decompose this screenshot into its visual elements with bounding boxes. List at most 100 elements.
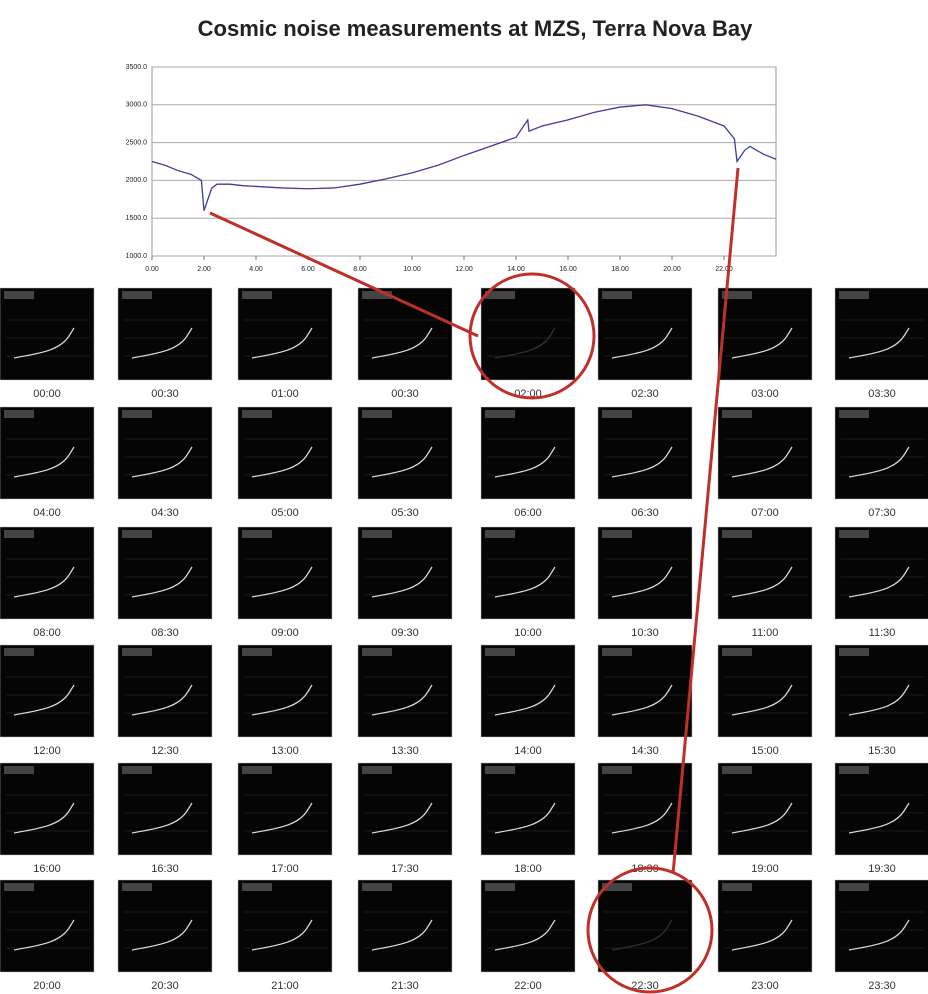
connector xyxy=(671,167,740,875)
thumbnail-label: 18:00 xyxy=(514,863,542,875)
thumbnail xyxy=(117,644,213,738)
thumbnail-label: 19:00 xyxy=(751,863,779,875)
thumbnail xyxy=(0,406,95,500)
thumbnail-label: 07:00 xyxy=(751,507,779,519)
thumbnail-curve xyxy=(13,446,75,478)
callouts xyxy=(209,167,740,994)
thumbnail-curve xyxy=(848,566,910,598)
thumbnail-label: 20:00 xyxy=(33,980,61,992)
thumbnail-legend xyxy=(242,291,272,299)
thumbnail-curve xyxy=(494,566,556,598)
thumbnail-curve xyxy=(611,802,673,834)
x-tick-label: 0.00 xyxy=(145,266,159,273)
thumbnail-label: 06:00 xyxy=(514,507,542,519)
x-tick-label: 8.00 xyxy=(353,266,367,273)
x-tick-label: 22.00 xyxy=(715,266,733,273)
thumbnail-grid: 00:00 00:30 01:00 00:30 02:00 02:30 03:00 03:30… xyxy=(0,287,928,992)
thumbnail-label: 08:00 xyxy=(33,627,61,639)
thumbnail xyxy=(717,762,813,856)
x-tick-label: 6.00 xyxy=(301,266,315,273)
thumbnail-curve xyxy=(494,684,556,716)
thumbnail-legend xyxy=(122,883,152,891)
thumbnail-curve xyxy=(731,446,793,478)
thumbnail xyxy=(597,287,693,381)
y-tick-label: 2000.0 xyxy=(126,177,148,184)
thumbnail-legend xyxy=(485,766,515,774)
thumbnail-curve xyxy=(251,919,313,951)
thumbnail-label: 10:00 xyxy=(514,627,542,639)
x-tick-label: 20.00 xyxy=(663,266,681,273)
thumbnail-curve xyxy=(611,919,673,951)
y-tick-label: 3000.0 xyxy=(126,102,148,109)
thumbnail-label: 09:30 xyxy=(391,627,419,639)
thumbnail-label: 07:30 xyxy=(868,507,896,519)
thumbnail-label: 04:00 xyxy=(33,507,61,519)
thumbnail xyxy=(597,879,693,973)
highlight-circle xyxy=(468,272,596,400)
x-tick-label: 10.00 xyxy=(403,266,421,273)
thumbnail xyxy=(357,762,453,856)
thumbnail-curve xyxy=(131,566,193,598)
thumbnail-label: 01:00 xyxy=(271,388,299,400)
data-line xyxy=(151,104,777,211)
thumbnail xyxy=(357,879,453,973)
thumbnail-curve xyxy=(251,684,313,716)
thumbnail xyxy=(357,526,453,620)
thumbnail xyxy=(237,406,333,500)
thumbnail xyxy=(717,287,813,381)
y-tick-label: 3500.0 xyxy=(126,64,148,71)
thumbnail xyxy=(117,526,213,620)
thumbnail-legend xyxy=(4,291,34,299)
thumbnail xyxy=(834,406,928,500)
x-tick-label: 18.00 xyxy=(611,266,629,273)
thumbnail-legend xyxy=(722,530,752,538)
thumbnail-label: 00:00 xyxy=(33,388,61,400)
thumbnail xyxy=(834,879,928,973)
thumbnail-curve xyxy=(251,566,313,598)
thumbnail-legend xyxy=(4,530,34,538)
thumbnail-legend xyxy=(122,291,152,299)
thumbnail xyxy=(480,287,576,381)
thumbnail-legend xyxy=(362,648,392,656)
thumbnail-curve xyxy=(611,566,673,598)
thumbnail-label: 08:30 xyxy=(151,627,179,639)
thumbnail-curve xyxy=(13,919,75,951)
thumbnail xyxy=(717,526,813,620)
thumbnail-curve xyxy=(13,327,75,359)
thumbnail-legend xyxy=(242,766,272,774)
thumbnail-legend xyxy=(122,766,152,774)
thumbnail-curve xyxy=(13,802,75,834)
chart-title: Cosmic noise measurements at MZS, Terra … xyxy=(198,16,753,41)
thumbnail-legend xyxy=(362,410,392,418)
thumbnail-curve xyxy=(131,446,193,478)
thumbnail-label: 14:00 xyxy=(514,745,542,757)
thumbnail-legend xyxy=(4,883,34,891)
thumbnail-curve xyxy=(731,919,793,951)
thumbnail-legend xyxy=(242,410,272,418)
x-tick-label: 2.00 xyxy=(197,266,211,273)
thumbnail-legend xyxy=(4,766,34,774)
thumbnail xyxy=(597,526,693,620)
thumbnail xyxy=(117,762,213,856)
thumbnail-legend xyxy=(122,530,152,538)
thumbnail-legend xyxy=(4,648,34,656)
thumbnail-curve xyxy=(494,802,556,834)
thumbnail-curve xyxy=(371,446,433,478)
thumbnail-curve xyxy=(731,684,793,716)
thumbnail-legend xyxy=(602,766,632,774)
thumbnail xyxy=(480,762,576,856)
thumbnail-curve xyxy=(848,802,910,834)
thumbnail-label: 14:30 xyxy=(631,745,659,757)
thumbnail-label: 17:30 xyxy=(391,863,419,875)
thumbnail-label: 15:30 xyxy=(868,745,896,757)
thumbnail-curve xyxy=(371,802,433,834)
thumbnail-legend xyxy=(485,410,515,418)
thumbnail-label: 20:30 xyxy=(151,980,179,992)
thumbnail-label: 15:00 xyxy=(751,745,779,757)
thumbnail-label: 04:30 xyxy=(151,507,179,519)
thumbnail-label: 10:30 xyxy=(631,627,659,639)
thumbnail-legend xyxy=(485,883,515,891)
x-tick-label: 12.00 xyxy=(455,266,473,273)
thumbnail-curve xyxy=(251,446,313,478)
